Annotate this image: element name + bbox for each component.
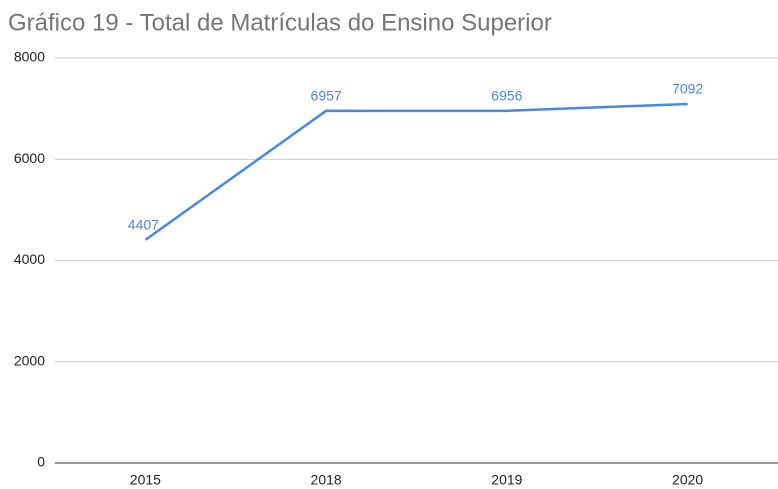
data-label: 7092 [672,81,703,97]
data-label: 6956 [491,88,522,104]
y-tick-label: 0 [37,454,45,470]
x-tick-label: 2015 [130,472,161,488]
line [144,102,688,241]
y-tick-label: 2000 [14,352,45,368]
x-tick-label: 2019 [491,472,522,488]
y-tick-label: 6000 [14,150,45,166]
x-tick-label: 2020 [672,472,703,488]
data-label: 4407 [128,217,159,233]
chart-title: Gráfico 19 - Total de Matrículas do Ensi… [8,9,552,36]
y-tick-label: 4000 [14,251,45,267]
data-label: 6957 [311,88,342,104]
y-tick-label: 8000 [14,49,45,65]
x-tick-label: 2018 [311,472,342,488]
